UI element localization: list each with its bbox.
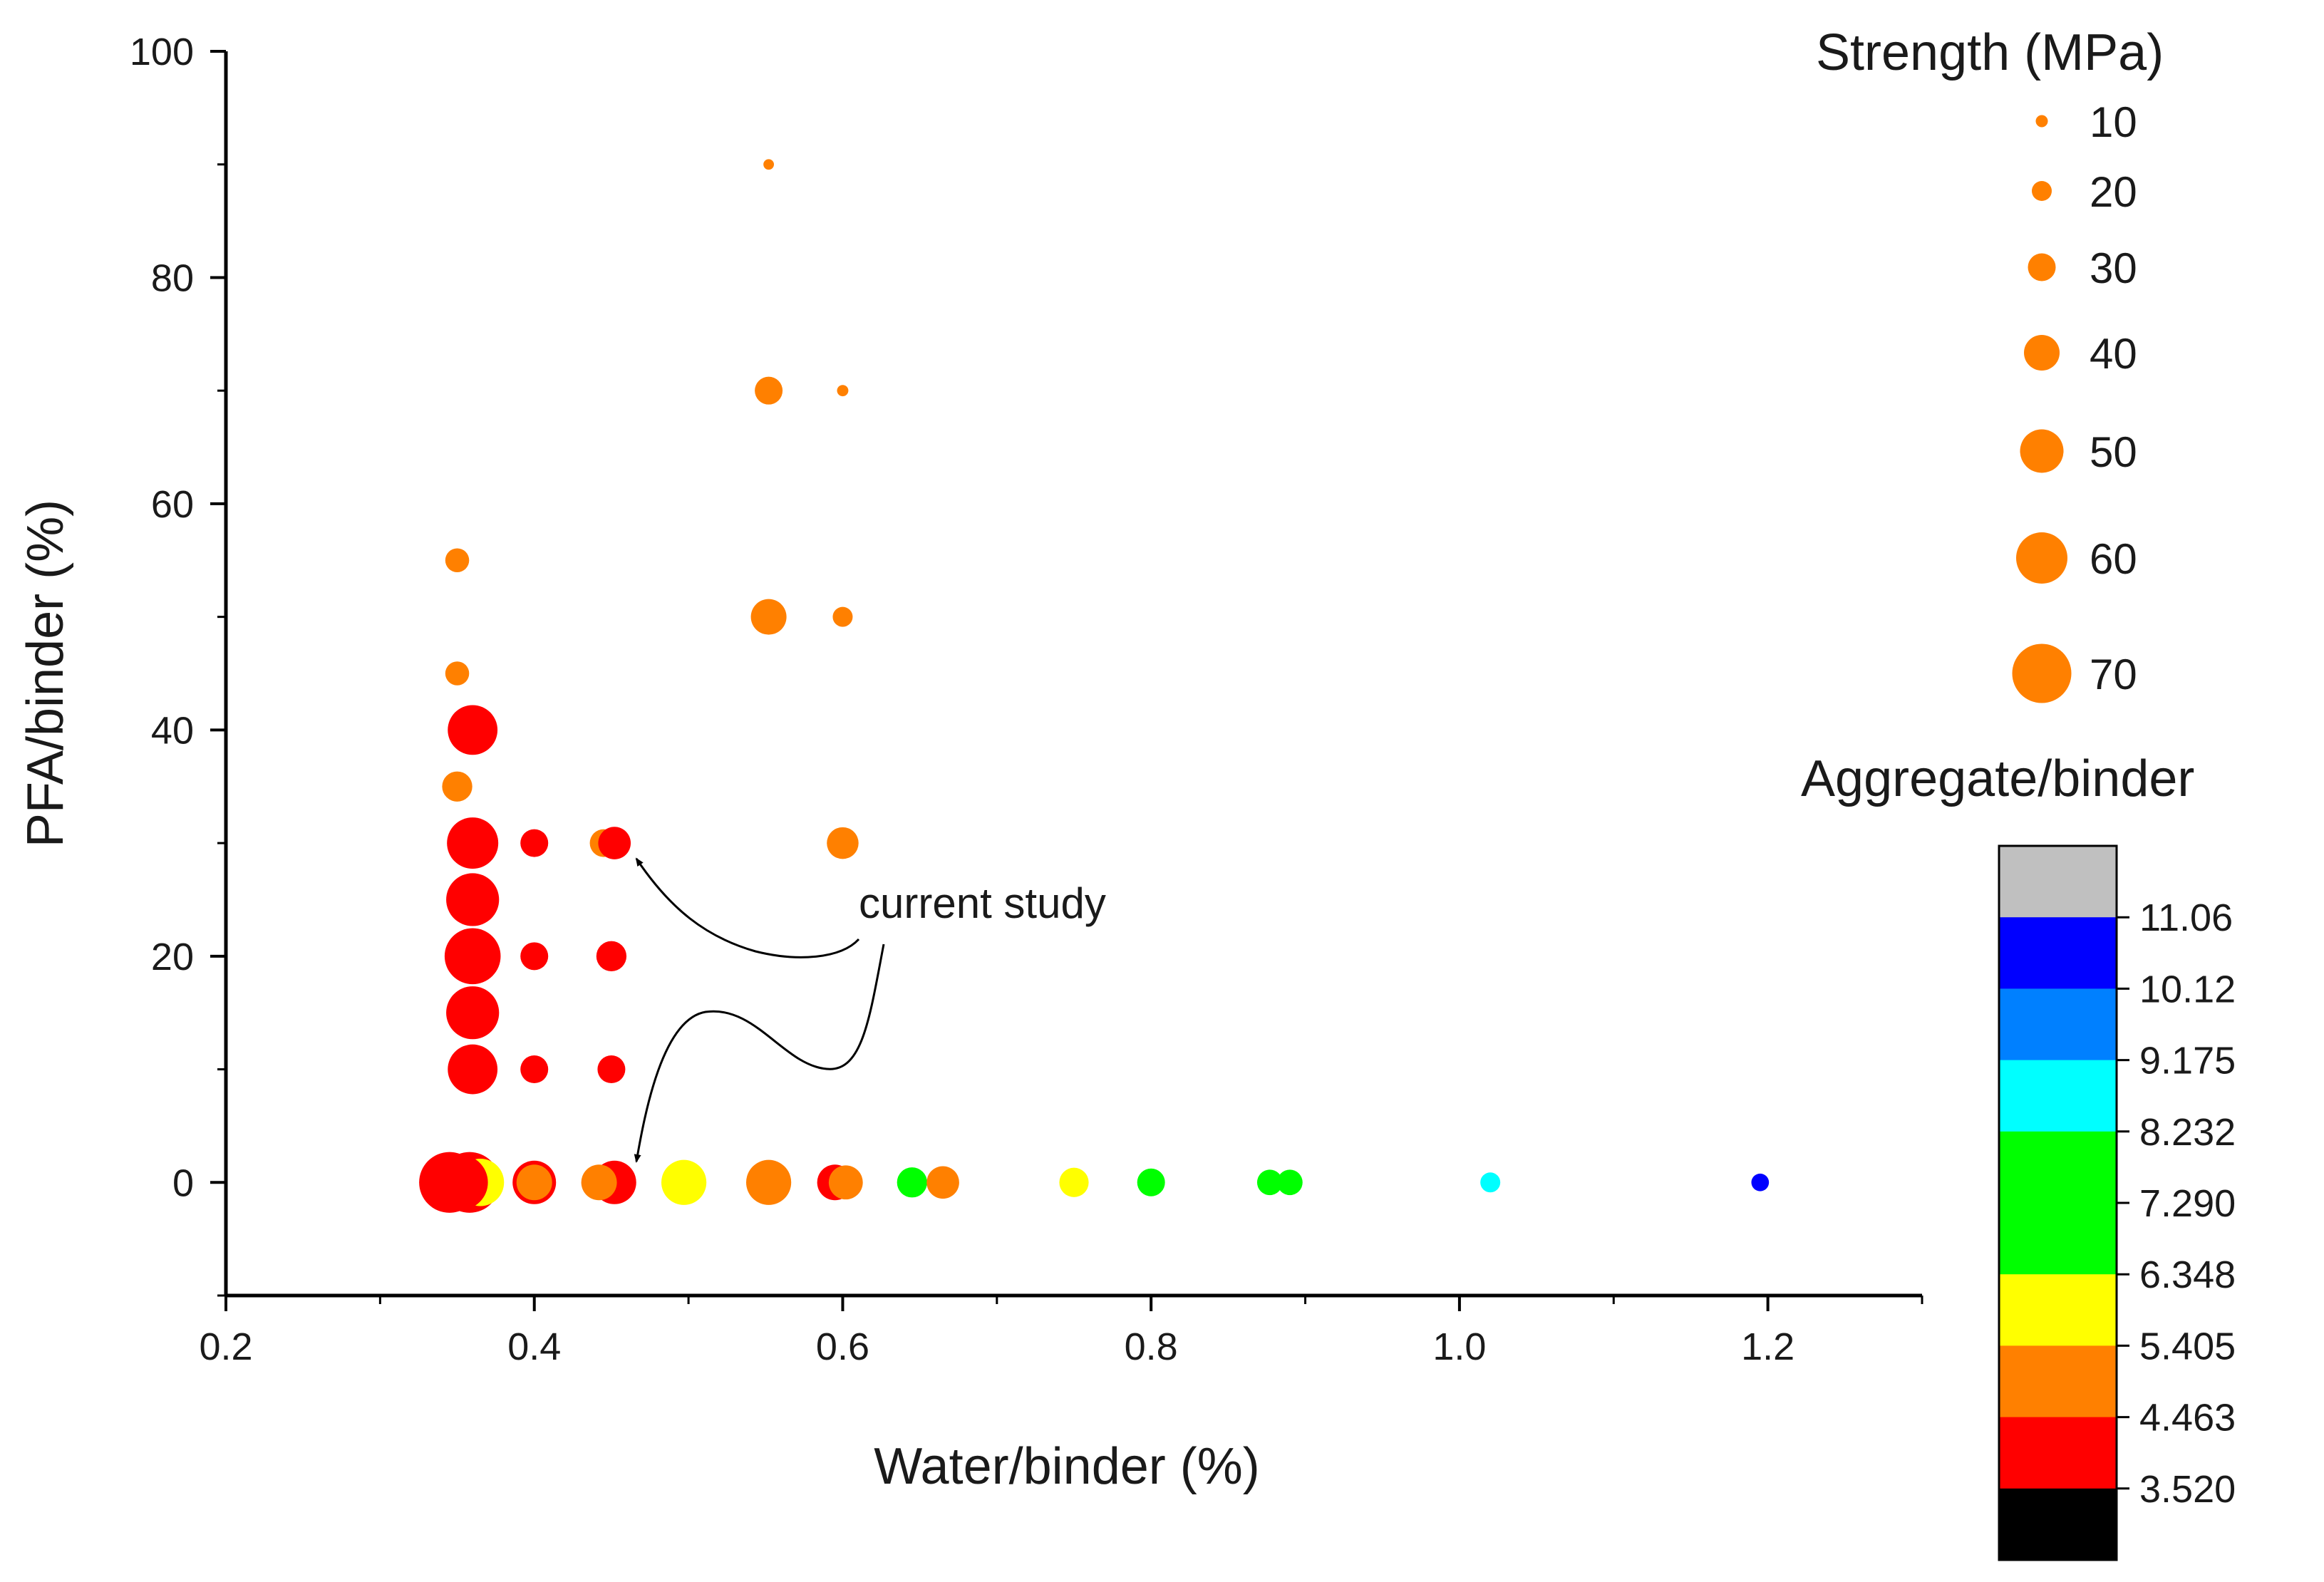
size-legend-label: 10: [2090, 98, 2137, 146]
data-point: [448, 705, 498, 755]
data-point: [597, 1055, 626, 1084]
data-points: [419, 159, 1770, 1213]
colorbar-band: [1999, 1203, 2117, 1276]
y-tick-label: 60: [151, 483, 194, 526]
data-point: [433, 1154, 488, 1211]
data-point: [581, 1164, 617, 1201]
size-legend-marker: [2028, 253, 2056, 281]
data-point: [750, 599, 787, 635]
data-point: [837, 385, 849, 397]
colorbar-tick-label: 4.463: [2139, 1397, 2236, 1439]
data-point: [1256, 1169, 1283, 1196]
colorbar-tick-label: 10.12: [2139, 968, 2236, 1010]
data-point: [926, 1166, 959, 1199]
colorbar-tick-label: 8.232: [2139, 1111, 2236, 1154]
colorbar-band: [1999, 1488, 2117, 1561]
data-point: [445, 661, 470, 686]
size-legend-label: 50: [2090, 428, 2137, 476]
colorbar-band: [1999, 1274, 2117, 1347]
x-tick-label: 0.4: [507, 1325, 561, 1368]
data-point: [445, 548, 470, 573]
data-point: [596, 941, 627, 971]
data-point: [520, 1055, 549, 1084]
data-point: [520, 829, 549, 857]
colorbar-tick-label: 9.175: [2139, 1040, 2236, 1082]
y-tick-label: 100: [130, 31, 194, 73]
colorbar-tick-label: 6.348: [2139, 1253, 2236, 1296]
colorbar-tick-label: 7.290: [2139, 1182, 2236, 1225]
x-tick-label: 0.8: [1125, 1325, 1178, 1368]
data-point: [447, 817, 499, 869]
data-point: [598, 827, 631, 859]
data-point: [446, 873, 500, 926]
data-point: [1277, 1169, 1303, 1196]
size-legend-marker: [2035, 115, 2048, 128]
data-point: [1480, 1172, 1501, 1193]
colorbar-tick-label: 5.405: [2139, 1325, 2236, 1368]
size-legend-label: 40: [2090, 330, 2137, 378]
data-point: [442, 771, 472, 802]
colorbar-band: [1999, 1060, 2117, 1132]
data-point: [763, 159, 774, 170]
axis-ticks: 0.2 0.4 0.6 0.8 1.0 1.2 0 20 40 60 80 100: [130, 31, 1923, 1368]
colorbar-band: [1999, 917, 2117, 990]
data-point: [661, 1159, 707, 1205]
size-legend-label: 30: [2090, 244, 2137, 292]
x-tick-label: 1.0: [1432, 1325, 1486, 1368]
x-tick-label: 0.2: [199, 1325, 252, 1368]
size-legend: 10 20 30 40 50 60 70: [2012, 98, 2137, 703]
data-point: [1059, 1167, 1089, 1197]
data-point: [446, 986, 500, 1040]
size-legend-label: 60: [2090, 535, 2137, 583]
colorbar-band: [1999, 1417, 2117, 1489]
colorbar-band: [1999, 988, 2117, 1061]
data-point: [828, 1165, 863, 1200]
x-tick-label: 0.6: [816, 1325, 869, 1368]
y-axis-title: PFA/binder (%): [17, 500, 74, 847]
size-legend-label: 20: [2090, 168, 2137, 216]
size-legend-title: Strength (MPa): [1816, 24, 2164, 81]
colorbar-band: [1999, 846, 2117, 919]
colorbar-title: Aggregate/binder: [1801, 750, 2194, 807]
data-point: [1751, 1173, 1770, 1191]
data-point: [520, 942, 549, 971]
size-legend-marker: [2012, 643, 2072, 703]
data-point: [897, 1167, 927, 1198]
size-legend-marker: [2024, 335, 2060, 371]
y-tick-label: 80: [151, 257, 194, 299]
data-point: [827, 827, 859, 859]
x-axis-title: Water/binder (%): [874, 1438, 1259, 1495]
size-legend-marker: [2016, 532, 2067, 584]
annotation-arrow-upper: [635, 857, 860, 958]
data-point: [746, 1159, 792, 1205]
data-point: [832, 606, 853, 627]
colorbar-tick-label: 11.06: [2139, 896, 2233, 939]
annotation-label: current study: [859, 879, 1106, 927]
size-legend-marker: [2032, 181, 2052, 201]
y-tick-label: 20: [151, 936, 194, 978]
data-point: [755, 376, 783, 405]
y-tick-label: 0: [172, 1162, 194, 1204]
data-point: [1137, 1168, 1165, 1196]
colorbar-band: [1999, 1345, 2117, 1418]
x-tick-label: 1.2: [1741, 1325, 1794, 1368]
data-point: [516, 1164, 552, 1201]
size-legend-label: 70: [2090, 651, 2137, 698]
annotation-arrow-lower: [634, 943, 885, 1163]
data-point: [444, 928, 501, 985]
y-tick-label: 40: [151, 709, 194, 752]
colorbar-band: [1999, 1131, 2117, 1204]
colorbar-tick-label: 3.520: [2139, 1468, 2236, 1511]
size-legend-marker: [2020, 429, 2064, 473]
colorbar: 11.06 10.12 9.175 8.232 7.290 6.348 5.405 4.463…: [1998, 844, 2236, 1561]
data-point: [448, 1044, 498, 1095]
